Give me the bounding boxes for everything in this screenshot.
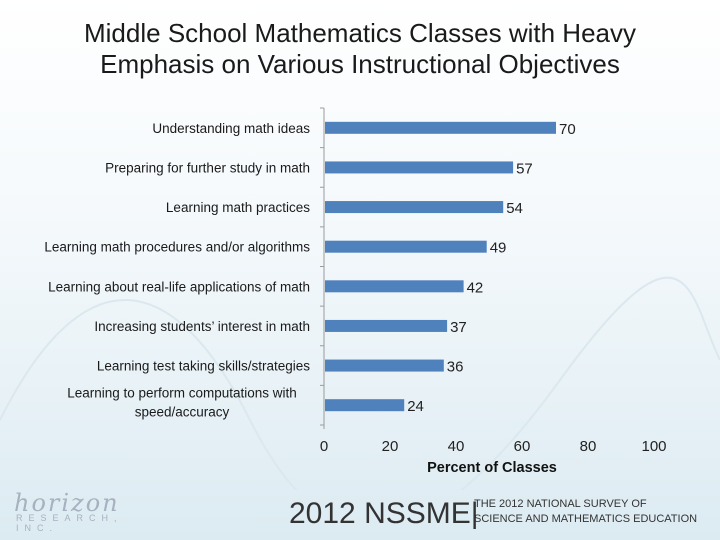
footer-subtitle-line-1: THE 2012 NATIONAL SURVEY OF (474, 498, 647, 510)
footer-subtitle: THE 2012 NATIONAL SURVEY OF SCIENCE AND … (474, 497, 697, 527)
horizon-logo: horizon RESEARCH, INC. (14, 489, 144, 533)
category-label-2: Preparing for further study in math (105, 160, 310, 175)
category-label-5: Learning about real-life applications of… (48, 279, 310, 294)
x-tick-label: 100 (641, 438, 666, 455)
x-tick-label: 60 (514, 438, 531, 455)
category-label-4: Learning math procedures and/or algorith… (44, 240, 310, 255)
data-label-3: 54 (506, 200, 523, 217)
x-tick-label: 40 (448, 438, 465, 455)
category-label-1: Understanding math ideas (152, 121, 310, 136)
data-label-6: 37 (450, 319, 467, 336)
background-wave-decoration (0, 276, 720, 490)
x-tick-label: 80 (580, 438, 597, 455)
category-label-8: speed/accuracy (135, 405, 230, 420)
footer-subtitle-line-2: SCIENCE AND MATHEMATICS EDUCATION (474, 513, 698, 525)
bar-4 (325, 240, 487, 253)
data-label-2: 57 (516, 160, 533, 177)
chart-title-line-1: Middle School Mathematics Classes with H… (84, 18, 636, 48)
data-label-4: 49 (490, 240, 507, 257)
data-label-8: 24 (407, 398, 424, 415)
logo-subtext: RESEARCH, INC. (16, 513, 123, 533)
bars-group: 70 Understanding math ideas 57 Preparing fo… (44, 121, 575, 420)
bar-8 (325, 399, 405, 412)
x-axis-label: Percent of Classes (427, 460, 557, 476)
category-label-7: Learning test taking skills/strategies (97, 359, 310, 374)
bar-7 (325, 359, 444, 372)
bar-chart: 70 Understanding math ideas 57 Preparing fo… (0, 107, 720, 490)
x-tick-label: 20 (382, 438, 399, 455)
bar-2 (325, 161, 514, 174)
chart-title: Middle School Mathematics Classes with H… (0, 18, 720, 80)
bar-6 (325, 319, 448, 332)
x-tick-label: 0 (320, 438, 328, 455)
data-label-1: 70 (559, 121, 576, 138)
bar-3 (325, 201, 504, 214)
footer-year-label: 2012 NSSME| (289, 497, 479, 530)
chart-title-line-2: Emphasis on Various Instructional Object… (100, 49, 620, 79)
bar-1 (325, 121, 556, 134)
data-label-7: 36 (447, 359, 464, 376)
axes-group: 0 20 40 60 80 100 Percent of Classes (320, 107, 667, 476)
data-label-5: 42 (467, 279, 484, 296)
bar-5 (325, 280, 464, 293)
logo-wordmark: horizon (14, 489, 120, 517)
category-label-6: Increasing students’ interest in math (94, 319, 310, 334)
category-label-8: Learning to perform computations with (67, 386, 297, 401)
category-label-3: Learning math practices (166, 200, 310, 215)
